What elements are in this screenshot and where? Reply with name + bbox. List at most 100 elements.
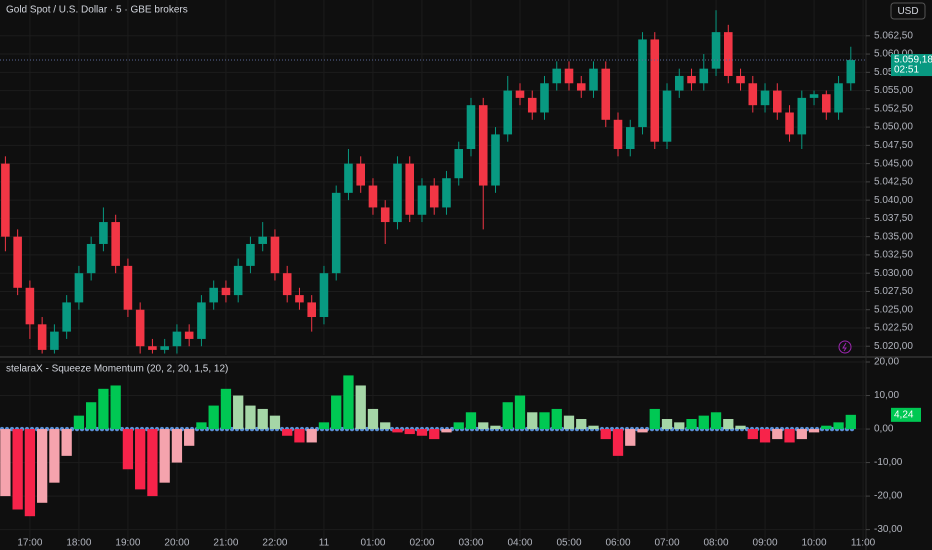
candle-body bbox=[515, 90, 525, 98]
chart-title: Gold Spot / U.S. Dollar · 5 · GBE broker… bbox=[6, 5, 188, 16]
histogram-bar bbox=[551, 408, 562, 430]
histogram-bar bbox=[24, 429, 36, 517]
candle-body bbox=[148, 346, 157, 350]
y-tick-label: 5.047,50 bbox=[874, 140, 913, 151]
y-tick-label: 5.055,00 bbox=[874, 85, 913, 96]
candle-body bbox=[748, 83, 758, 106]
histogram-bar bbox=[331, 395, 342, 430]
candle-body bbox=[723, 32, 733, 76]
candle-body bbox=[344, 163, 353, 193]
histogram-bar bbox=[735, 425, 746, 430]
x-tick-label: 11 bbox=[319, 538, 330, 549]
histogram-bar bbox=[367, 408, 379, 430]
histogram-bar bbox=[110, 385, 121, 430]
currency[interactable]: USD bbox=[897, 6, 918, 17]
histogram-bar bbox=[135, 429, 146, 490]
y-tick-label: 20,00 bbox=[874, 357, 899, 368]
y-tick-label: 5.027,50 bbox=[874, 286, 913, 297]
x-tick-label: 01:00 bbox=[360, 538, 385, 549]
histogram-bar bbox=[527, 412, 538, 430]
y-tick-label: 5.042,50 bbox=[874, 177, 913, 188]
candle-body bbox=[209, 287, 218, 303]
candle-body bbox=[454, 149, 464, 179]
histogram-bar bbox=[404, 429, 415, 435]
histogram-bar bbox=[759, 429, 771, 443]
x-tick-label: 19:00 bbox=[115, 538, 140, 549]
candle-body bbox=[233, 265, 243, 296]
histogram-bar bbox=[73, 415, 85, 430]
histogram-bar bbox=[98, 388, 109, 430]
y-tick-label: 5.062,50 bbox=[874, 30, 913, 41]
histogram-bar bbox=[576, 418, 587, 430]
histogram-bar bbox=[392, 429, 403, 433]
histogram-bar bbox=[245, 405, 256, 430]
y-tick-label: -20,00 bbox=[874, 491, 903, 502]
histogram-bar bbox=[220, 388, 232, 430]
histogram-bar bbox=[588, 425, 599, 430]
candle-body bbox=[307, 302, 316, 318]
histogram-bar bbox=[600, 429, 611, 440]
histogram-bar bbox=[37, 429, 48, 503]
histogram-bar bbox=[257, 408, 268, 430]
candle-body bbox=[662, 90, 672, 142]
candle-body bbox=[62, 302, 71, 332]
countdown: 02:51 bbox=[894, 65, 919, 76]
candle-body bbox=[123, 265, 133, 310]
candle-body bbox=[760, 90, 770, 106]
histogram-bar bbox=[306, 429, 317, 443]
candle-body bbox=[86, 243, 96, 274]
candle-body bbox=[773, 90, 782, 113]
histogram-bar bbox=[796, 429, 807, 440]
y-tick-label: 5.045,00 bbox=[874, 158, 913, 169]
candle-body bbox=[638, 39, 647, 128]
candle-body bbox=[380, 207, 390, 223]
x-tick-label: 10:00 bbox=[802, 538, 827, 549]
histogram-bar bbox=[845, 414, 856, 430]
candle-body bbox=[846, 60, 856, 84]
x-tick-label: 04:00 bbox=[507, 538, 532, 549]
candle-body bbox=[417, 185, 427, 215]
histogram-bar bbox=[784, 429, 795, 443]
y-tick-label: 5.032,50 bbox=[874, 250, 913, 261]
last-price-label: 5.059,18 bbox=[894, 55, 932, 66]
histogram-bar bbox=[184, 429, 195, 446]
x-tick-label: 03:00 bbox=[458, 538, 483, 549]
x-tick-label: 21:00 bbox=[213, 538, 238, 549]
candle-body bbox=[405, 163, 415, 215]
histogram-bar bbox=[159, 429, 170, 483]
candle-body bbox=[37, 324, 47, 350]
candle-body bbox=[491, 134, 500, 186]
candle-body bbox=[184, 331, 194, 339]
currency-box[interactable] bbox=[890, 2, 926, 20]
x-tick-label: 05:00 bbox=[556, 538, 581, 549]
x-tick-label: 06:00 bbox=[605, 538, 630, 549]
x-tick-label: 08:00 bbox=[704, 538, 729, 549]
candle-body bbox=[834, 83, 843, 113]
histogram-bar bbox=[478, 422, 489, 430]
candle-body bbox=[270, 236, 280, 274]
candle-body bbox=[650, 39, 660, 142]
y-tick-label: 5.037,50 bbox=[874, 213, 913, 224]
candle-body bbox=[50, 331, 59, 350]
histogram-bar bbox=[282, 429, 293, 436]
x-tick-label: 22:00 bbox=[262, 538, 287, 549]
candle-body bbox=[601, 68, 611, 120]
histogram-bar bbox=[649, 408, 660, 430]
candle-body bbox=[478, 105, 488, 186]
candle-body bbox=[503, 90, 513, 135]
candle-body bbox=[687, 75, 696, 84]
histogram-bar bbox=[710, 412, 722, 430]
histogram-bar bbox=[514, 395, 526, 430]
histogram-bar bbox=[539, 412, 550, 430]
alert-icon[interactable] bbox=[838, 340, 852, 354]
histogram-bar bbox=[61, 429, 72, 456]
last-value-label: 4,24 bbox=[894, 409, 914, 420]
y-tick-label: 5.035,00 bbox=[874, 231, 913, 242]
candle-body bbox=[711, 32, 721, 69]
candle-body bbox=[13, 236, 22, 288]
candle-body bbox=[25, 287, 35, 325]
y-tick-label: -10,00 bbox=[874, 457, 903, 468]
histogram-bar bbox=[441, 429, 452, 433]
y-tick-label: 5.025,00 bbox=[874, 304, 913, 315]
